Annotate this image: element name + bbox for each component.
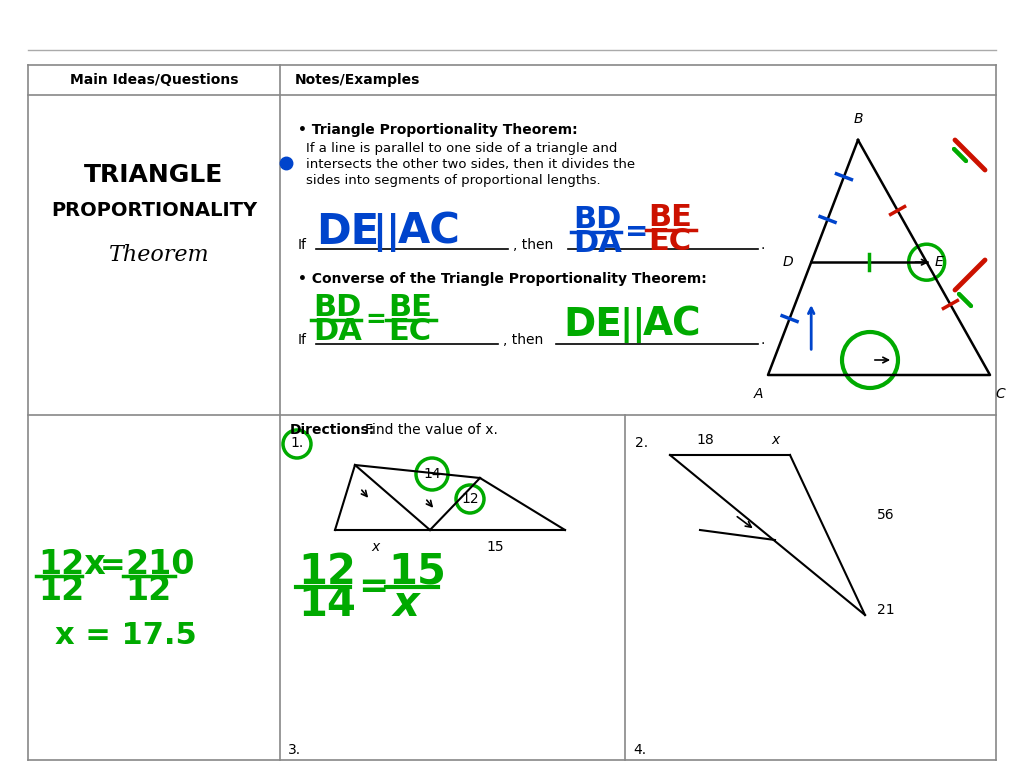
- Text: 15: 15: [486, 540, 504, 554]
- Text: x: x: [371, 540, 379, 554]
- Text: AC: AC: [643, 306, 701, 344]
- Text: PROPORTIONALITY: PROPORTIONALITY: [51, 200, 257, 220]
- Text: EC: EC: [388, 317, 431, 346]
- Text: BE: BE: [388, 293, 432, 323]
- Text: .: .: [761, 333, 765, 347]
- Text: 18: 18: [696, 433, 714, 447]
- Text: 4.: 4.: [633, 743, 646, 757]
- Text: AC: AC: [398, 211, 461, 253]
- Text: =: =: [100, 551, 126, 580]
- Text: x: x: [393, 583, 420, 625]
- Text: 3.: 3.: [288, 743, 301, 757]
- Text: , then: , then: [513, 238, 553, 252]
- Text: BD: BD: [313, 293, 361, 323]
- Text: Main Ideas/Questions: Main Ideas/Questions: [70, 73, 239, 87]
- Text: B: B: [853, 112, 863, 126]
- Text: 12: 12: [38, 574, 84, 607]
- Text: DA: DA: [313, 317, 361, 346]
- Text: Theorem: Theorem: [109, 244, 209, 266]
- Text: 12: 12: [125, 574, 171, 607]
- Text: 210: 210: [125, 548, 195, 581]
- Text: ||: ||: [372, 213, 400, 251]
- Text: x: x: [771, 433, 779, 447]
- Text: 15: 15: [388, 551, 445, 593]
- Text: 1.: 1.: [290, 436, 303, 450]
- Text: C: C: [995, 387, 1005, 401]
- Text: Notes/Examples: Notes/Examples: [295, 73, 421, 87]
- Text: =: =: [625, 218, 648, 246]
- Text: 12: 12: [298, 551, 356, 593]
- Text: BE: BE: [648, 204, 692, 233]
- Text: • Triangle Proportionality Theorem:: • Triangle Proportionality Theorem:: [298, 123, 578, 137]
- Text: 56: 56: [877, 508, 895, 522]
- Text: DA: DA: [573, 230, 622, 259]
- Text: intersects the other two sides, then it divides the: intersects the other two sides, then it …: [306, 158, 635, 171]
- Text: D: D: [782, 255, 794, 270]
- Text: If: If: [298, 238, 307, 252]
- Text: 12: 12: [461, 492, 479, 506]
- Text: E: E: [935, 255, 943, 270]
- Text: DE: DE: [563, 306, 622, 344]
- Text: , then: , then: [503, 333, 544, 347]
- Text: If: If: [298, 333, 307, 347]
- Text: Find the value of x.: Find the value of x.: [365, 423, 498, 437]
- Text: sides into segments of proportional lengths.: sides into segments of proportional leng…: [306, 174, 601, 187]
- Text: x = 17.5: x = 17.5: [55, 621, 197, 650]
- Text: A: A: [754, 387, 763, 401]
- Text: • Converse of the Triangle Proportionality Theorem:: • Converse of the Triangle Proportionali…: [298, 272, 707, 286]
- Text: EC: EC: [648, 227, 691, 257]
- Text: =: =: [358, 570, 388, 604]
- Text: Directions:: Directions:: [290, 423, 375, 437]
- Text: BD: BD: [573, 206, 622, 234]
- Text: DE: DE: [316, 211, 379, 253]
- Text: 12x: 12x: [38, 548, 105, 581]
- Text: 14: 14: [423, 467, 440, 481]
- Text: TRIANGLE: TRIANGLE: [84, 163, 223, 187]
- Text: If a line is parallel to one side of a triangle and: If a line is parallel to one side of a t…: [306, 142, 617, 155]
- Text: 14: 14: [298, 583, 356, 625]
- Text: ||: ||: [618, 307, 645, 343]
- Text: 2.: 2.: [635, 436, 648, 450]
- Text: 21: 21: [877, 603, 895, 617]
- Text: =: =: [365, 308, 386, 332]
- Text: .: .: [761, 238, 765, 252]
